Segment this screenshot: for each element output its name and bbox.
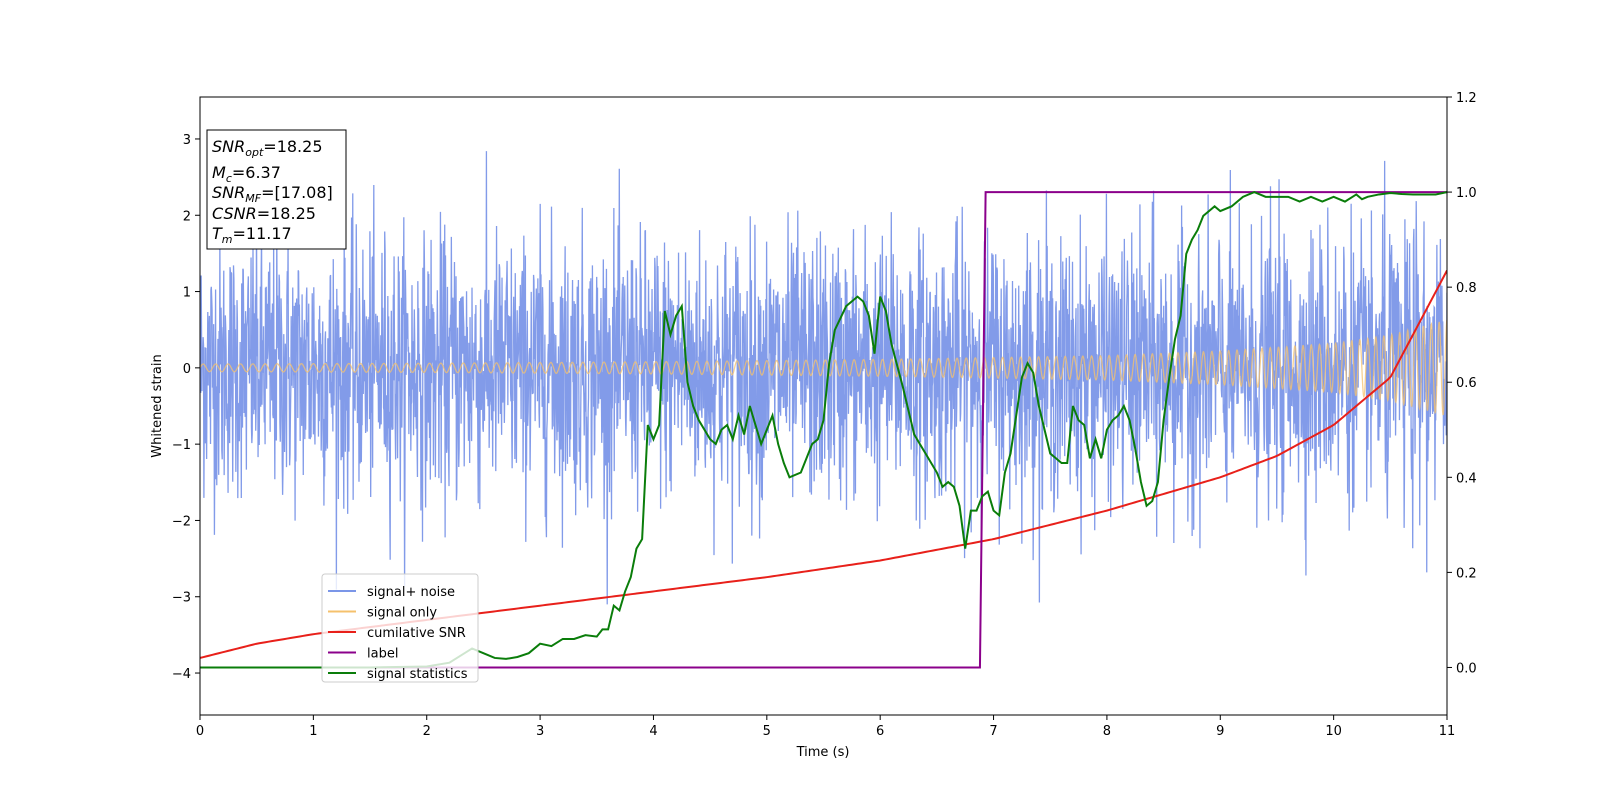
x-axis-label: Time (s) [796,745,850,760]
y-axis-label: Whitened strain [150,354,165,457]
y-right-tick-label: 1.0 [1456,186,1477,201]
y-left-tick-label: −1 [172,438,191,453]
legend-label: label [367,647,398,662]
y-left-axis-ticks: −4 −3 −2 −1 0 1 2 3 [172,133,200,682]
label-series [200,191,1447,669]
snr-mf-text: SNRMF=[17.08] [212,183,333,205]
y-left-tick-label: 3 [183,133,191,148]
y-left-tick-label: −3 [172,591,191,606]
y-left-tick-label: −4 [172,667,191,682]
y-right-tick-label: 0.0 [1456,661,1477,676]
x-tick-label: 1 [309,724,317,739]
x-tick-label: 0 [196,724,204,739]
plot-frame [199,96,1448,716]
y-right-tick-label: 0.8 [1456,281,1477,296]
x-tick-label: 4 [649,724,657,739]
y-right-tick-label: 1.2 [1456,91,1477,106]
tm-text: Tm=11.17 [212,224,292,246]
x-tick-label: 3 [536,724,544,739]
x-tick-label: 5 [763,724,771,739]
x-tick-label: 6 [876,724,884,739]
x-tick-label: 2 [423,724,431,739]
x-tick-label: 7 [989,724,997,739]
x-tick-label: 10 [1325,724,1342,739]
y-right-tick-label: 0.6 [1456,376,1477,391]
y-left-tick-label: 0 [183,362,191,377]
csnr-text: CSNR=18.25 [212,204,316,223]
y-right-tick-label: 0.2 [1456,566,1477,581]
legend-label: cumilative SNR [367,626,466,641]
signal-only-series [200,319,1447,416]
y-right-tick-label: 0.4 [1456,471,1477,486]
legend: signal+ noise signal only cumilative SNR la… [321,573,479,683]
signal-statistics-series [200,190,1447,669]
legend-label: signal statistics [367,667,468,682]
x-tick-label: 11 [1439,724,1456,739]
x-axis-ticks: 0 1 2 3 4 5 6 7 8 9 10 11 [196,715,1455,739]
legend-label: signal only [367,606,437,621]
x-tick-label: 9 [1216,724,1224,739]
mc-text: Mc=6.37 [212,163,281,185]
legend-label: signal+ noise [367,585,455,600]
snr-opt-text: SNRopt=18.25 [212,137,323,159]
y-right-axis-ticks: 0.0 0.2 0.4 0.6 0.8 1.0 1.2 [1447,91,1477,676]
signal-noise-series [200,151,1447,605]
y-left-tick-label: 2 [183,209,191,224]
info-box: SNRopt=18.25 Mc=6.37 SNRMF=[17.08] CSNR=… [206,129,347,250]
y-left-tick-label: 1 [183,286,191,301]
x-tick-label: 8 [1103,724,1111,739]
y-left-tick-label: −2 [172,514,191,529]
